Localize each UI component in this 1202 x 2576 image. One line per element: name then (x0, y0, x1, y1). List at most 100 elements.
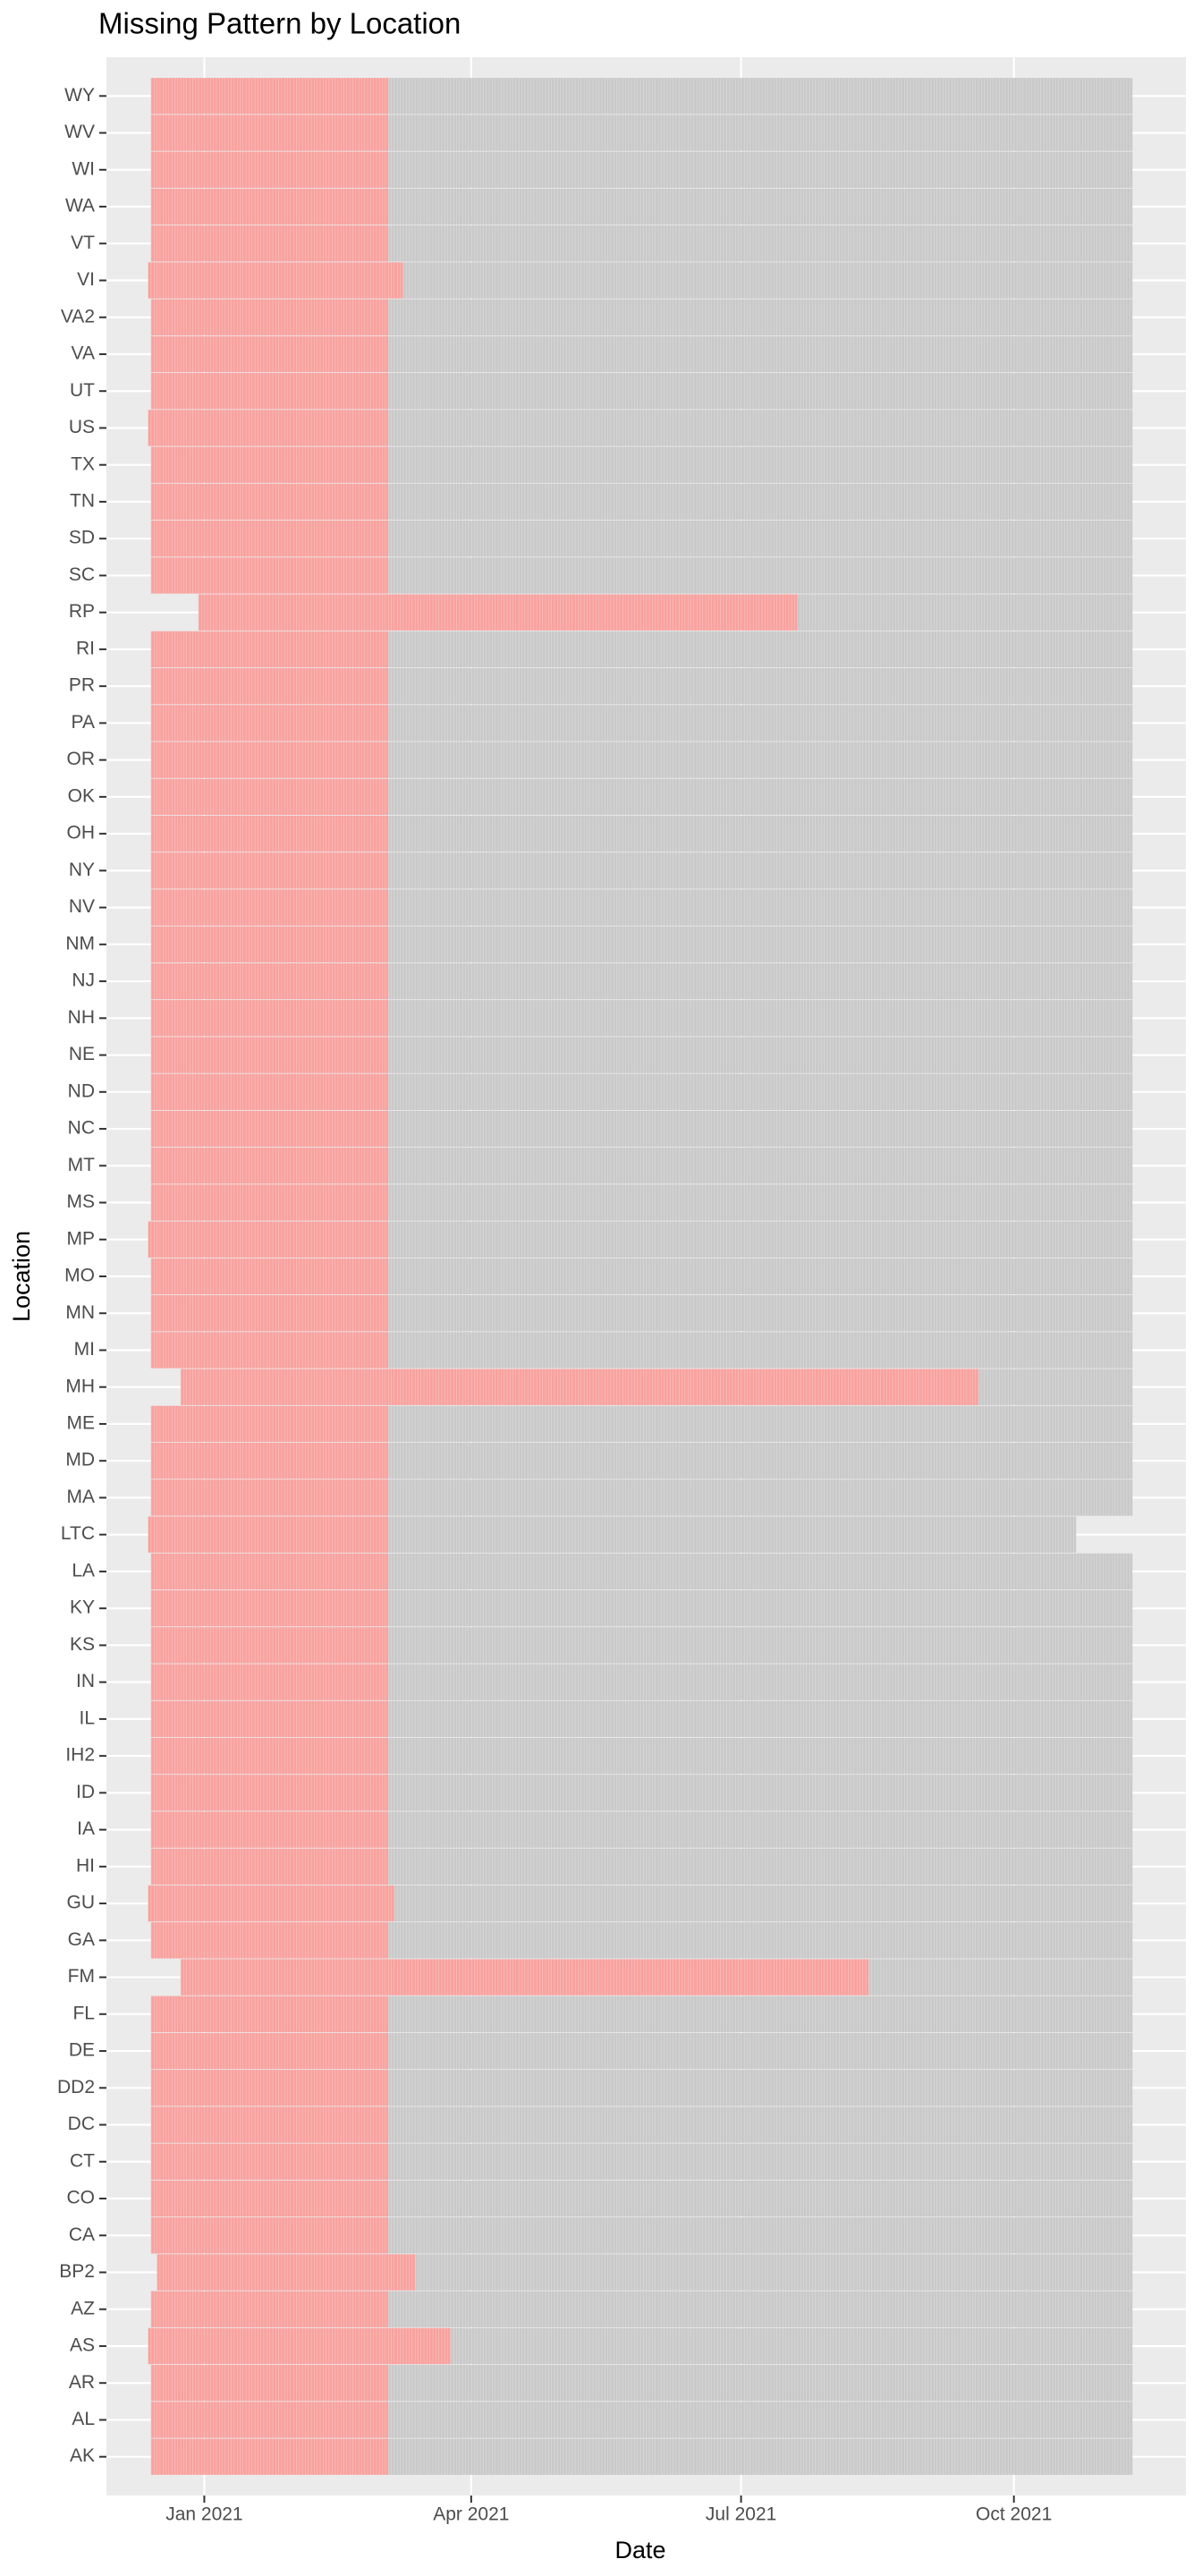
observed-tile (388, 1479, 1133, 1516)
missing-tile (150, 1442, 389, 1479)
observed-tile (388, 225, 1133, 262)
y-tick-label: GU (67, 1893, 96, 1913)
observed-tile (388, 1664, 1133, 1700)
y-tick-label: BP2 (59, 2261, 95, 2282)
observed-tile (388, 1258, 1133, 1295)
missing-tile (180, 1368, 978, 1405)
observed-tile (450, 2327, 1133, 2365)
observed-tile (388, 1221, 1133, 1258)
y-tick-label: RI (76, 638, 95, 658)
missing-tile (150, 962, 389, 1000)
y-tick-label: US (69, 417, 95, 437)
y-tick-label: VA2 (61, 306, 95, 326)
y-tick-label: DC (68, 2114, 95, 2134)
x-tick-label: Jan 2021 (165, 2504, 242, 2525)
y-tick-label: NC (68, 1118, 95, 1139)
y-tick-label: CT (70, 2150, 95, 2171)
x-tick-label: Jul 2021 (706, 2504, 776, 2525)
y-tick-label: MA (67, 1487, 96, 1507)
observed-tile (388, 557, 1133, 594)
y-tick-label: VA (72, 343, 95, 364)
y-tick-label: IA (77, 1818, 95, 1839)
missing-tile (150, 1037, 389, 1073)
missing-tile (150, 557, 389, 594)
missing-tile (150, 2032, 389, 2070)
observed-tile (388, 410, 1133, 446)
observed-tile (402, 262, 1133, 299)
observed-tile (388, 1737, 1133, 1775)
missing-tile (150, 705, 389, 741)
missing-tile (150, 1811, 389, 1848)
y-tick-label: MI (74, 1339, 95, 1360)
missing-tile (150, 1589, 389, 1627)
y-tick-label: KS (70, 1634, 95, 1655)
observed-tile (388, 1405, 1133, 1443)
y-tick-label: MO (64, 1266, 95, 1286)
observed-tile (388, 335, 1133, 373)
missing-tile (150, 1000, 389, 1037)
y-tick-label: SD (69, 528, 95, 548)
y-tick-label: NJ (72, 970, 95, 991)
y-tick-label: GA (68, 1929, 95, 1950)
y-tick-label: DD2 (57, 2077, 95, 2097)
y-tick-label: OR (67, 749, 96, 769)
y-tick-label: ND (68, 1080, 95, 1101)
observed-tile (388, 705, 1133, 741)
observed-tile (388, 1148, 1133, 1184)
y-tick-label: RP (69, 601, 95, 622)
missing-tile (150, 1073, 389, 1111)
observed-tile (388, 741, 1133, 778)
observed-tile (388, 631, 1133, 668)
observed-tile (388, 446, 1133, 483)
y-tick-label: AS (70, 2335, 95, 2356)
observed-tile (388, 2180, 1133, 2217)
y-tick-label: ME (67, 1413, 96, 1434)
observed-tile (388, 1037, 1133, 1073)
y-tick-label: WV (64, 122, 95, 142)
missing-tile (150, 889, 389, 926)
missing-tile (150, 225, 389, 262)
observed-tile (388, 1516, 1077, 1553)
x-axis-title: Date (614, 2537, 665, 2563)
missing-tile (150, 741, 389, 778)
observed-tile (388, 1775, 1133, 1811)
observed-tile (388, 483, 1133, 521)
missing-tile (150, 2106, 389, 2143)
missing-tile (150, 2365, 389, 2402)
x-tick-label: Oct 2021 (976, 2504, 1052, 2525)
missing-tile (150, 2070, 389, 2106)
missing-tile (150, 631, 389, 668)
y-tick-label: CO (67, 2188, 96, 2208)
missing-tile (150, 78, 389, 114)
missing-tile (198, 594, 798, 631)
observed-tile (388, 1110, 1133, 1148)
y-tick-label: MD (65, 1450, 95, 1470)
missing-tile (150, 926, 389, 963)
y-tick-label: DE (69, 2040, 95, 2061)
observed-tile (388, 114, 1133, 151)
y-tick-label: LA (72, 1560, 95, 1580)
y-tick-label: KY (70, 1597, 95, 1618)
observed-tile (388, 1295, 1133, 1332)
observed-tile (388, 1184, 1133, 1221)
missing-tile (150, 1922, 389, 1959)
missing-tile (150, 1737, 389, 1775)
y-tick-label: OH (67, 823, 96, 843)
missing-tile (150, 2438, 389, 2475)
observed-tile (388, 2402, 1133, 2438)
observed-tile (388, 889, 1133, 926)
observed-tile (388, 373, 1133, 410)
observed-tile (388, 1442, 1133, 1479)
y-tick-label: PA (72, 712, 95, 733)
missing-tile (150, 1700, 389, 1738)
y-tick-label: OK (68, 785, 95, 806)
missing-tile (150, 2291, 389, 2327)
observed-tile (388, 520, 1133, 557)
y-tick-label: FL (72, 2003, 95, 2023)
observed-tile (388, 1811, 1133, 1848)
y-tick-label: TX (71, 453, 95, 474)
missing-tile (150, 1848, 389, 1885)
y-tick-label: LTC (61, 1523, 95, 1544)
y-tick-label: VT (71, 233, 95, 253)
y-tick-label: AR (69, 2372, 95, 2393)
